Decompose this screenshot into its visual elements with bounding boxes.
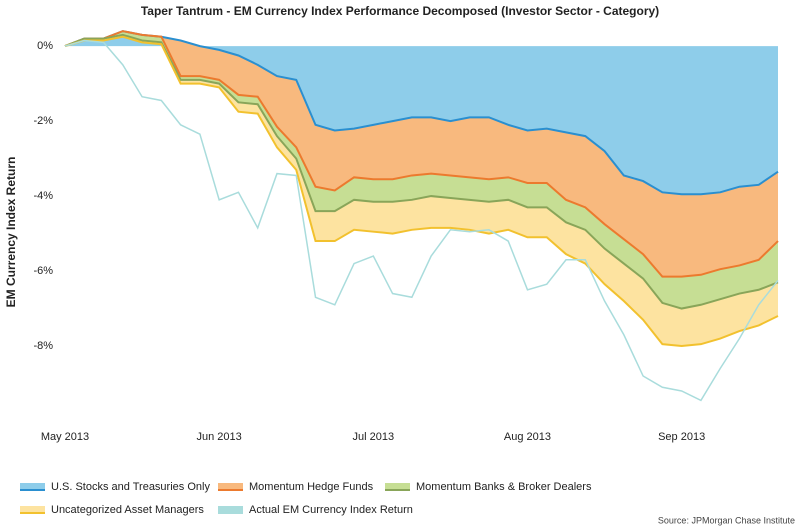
area-band <box>65 31 778 309</box>
legend-label: Momentum Banks & Broker Dealers <box>416 481 592 493</box>
area-band <box>65 34 778 347</box>
y-tick-label: -6% <box>33 265 53 277</box>
series-line <box>64 30 779 278</box>
area-band <box>65 31 778 277</box>
legend-label: Actual EM Currency Index Return <box>249 504 413 516</box>
series-line <box>64 35 779 348</box>
x-tick-label: Aug 2013 <box>504 431 551 443</box>
y-tick-label: -8% <box>33 340 53 352</box>
source-note: Source: JPMorgan Chase Institute <box>658 515 795 525</box>
legend-swatch <box>20 506 45 513</box>
y-tick-label: -4% <box>33 190 53 202</box>
legend-label: Uncategorized Asset Managers <box>51 504 204 516</box>
legend-swatch <box>20 483 45 490</box>
series-line <box>64 39 779 402</box>
chart-title: Taper Tantrum - EM Currency Index Perfor… <box>141 4 659 18</box>
x-tick-label: Sep 2013 <box>658 431 705 443</box>
legend-swatch <box>218 483 243 490</box>
legend-label: U.S. Stocks and Treasuries Only <box>51 481 210 493</box>
y-tick-label: 0% <box>37 40 53 52</box>
y-axis-title: EM Currency Index Return <box>4 157 18 308</box>
series-line <box>64 30 779 196</box>
series-line <box>64 33 779 310</box>
y-tick-label: -2% <box>33 115 53 127</box>
x-tick-label: Jun 2013 <box>197 431 242 443</box>
x-tick-label: May 2013 <box>41 431 89 443</box>
legend-swatch <box>385 483 410 490</box>
legend-swatch <box>218 506 243 513</box>
area-band <box>65 31 778 195</box>
legend-label: Momentum Hedge Funds <box>249 481 374 493</box>
x-tick-label: Jul 2013 <box>353 431 395 443</box>
